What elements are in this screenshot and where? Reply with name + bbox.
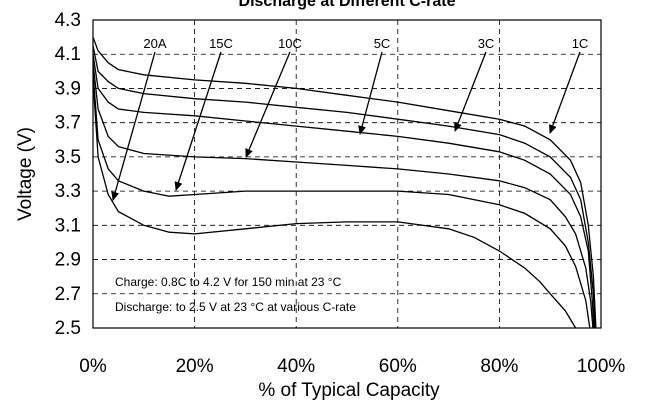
y-tick-label: 2.5 [55, 318, 81, 339]
y-axis-label: Voltage (V) [15, 127, 36, 221]
plot-frame [92, 19, 602, 329]
series-line-5c [92, 54, 595, 329]
curve-arrow-15c [174, 51, 222, 191]
x-tick-label: 40% [277, 356, 315, 377]
curve-label-10c: 10C [278, 36, 302, 51]
curve-arrow-10c [245, 51, 291, 158]
x-tick-label: 100% [577, 356, 626, 377]
y-tick-label: 3.3 [55, 181, 81, 202]
y-tick-label: 3.1 [55, 215, 81, 236]
series-line-3c [92, 45, 596, 329]
x-axis-label: % of Typical Capacity [258, 380, 440, 401]
chart-title: Discharge at Different C-rate [239, 0, 456, 10]
discharge-note: Discharge: to 2.5 V at 23 °C at various … [115, 300, 356, 314]
y-tick-label: 3.5 [55, 147, 81, 168]
series-line-20a [92, 79, 577, 329]
curve-labels: 1C 3C 5C 10C 15C 20A [111, 36, 589, 201]
curve-label-20a: 20A [143, 36, 166, 51]
x-tick-label: 80% [480, 356, 518, 377]
charge-note: Charge: 0.8C to 4.2 V for 150 min at 23 … [115, 275, 342, 289]
x-axis-ticks: 0% 20% 40% 60% 80% 100% [79, 356, 625, 377]
curve-arrow-3c [454, 51, 487, 132]
series-line-15c [92, 71, 591, 329]
x-tick-label: 60% [379, 356, 417, 377]
curve-arrow-1c [549, 51, 581, 134]
y-tick-label: 2.7 [55, 284, 81, 305]
curve-label-3c: 3C [478, 36, 495, 51]
curve-label-5c: 5C [374, 36, 391, 51]
curve-arrow-5c [358, 51, 383, 135]
y-tick-label: 4.3 [55, 10, 81, 31]
series-line-1c [92, 36, 597, 329]
y-tick-label: 3.9 [55, 78, 81, 99]
series-line-10c [92, 62, 594, 329]
x-tick-label: 20% [176, 356, 214, 377]
annotation-box: Charge: 0.8C to 4.2 V for 150 min at 23 … [115, 275, 356, 314]
y-axis-ticks: 2.5 2.7 2.9 3.1 3.3 3.5 3.7 3.9 4.1 4.3 [55, 10, 81, 339]
y-tick-label: 4.1 [55, 44, 81, 65]
curve-arrow-20a [111, 51, 156, 201]
grid-lines [93, 20, 601, 328]
curve-label-15c: 15C [209, 36, 233, 51]
x-tick-label: 0% [79, 356, 107, 377]
curve-label-1c: 1C [572, 36, 589, 51]
y-tick-label: 2.9 [55, 250, 81, 271]
y-tick-label: 3.7 [55, 113, 81, 134]
